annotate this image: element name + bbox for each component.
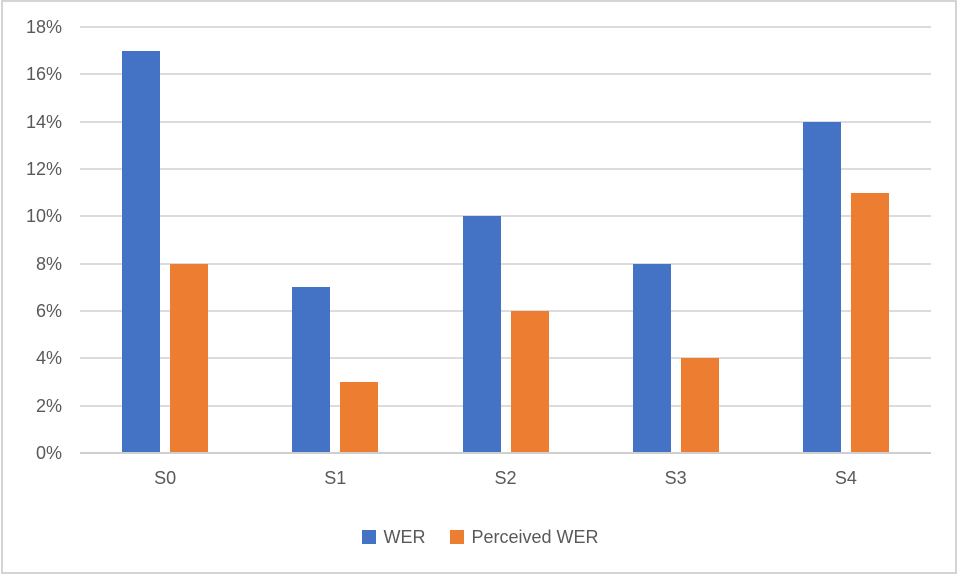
gridline [80,310,931,312]
bar-wer-s2 [462,216,501,453]
y-tick-label: 8% [35,253,62,274]
legend-swatch-icon [450,530,465,544]
y-tick-label: 2% [35,395,62,416]
gridline [80,120,931,123]
bar-perceived-wer-s0 [170,263,209,453]
gridline [80,168,931,170]
legend: WER Perceived WER [0,528,961,546]
x-tick-label-s4: S4 [834,468,857,488]
x-tick-label-s0: S0 [154,468,177,488]
x-tick-label-s3: S3 [664,468,687,488]
bar-perceived-wer-s2 [510,311,549,453]
gridline [80,262,931,265]
legend-label: WER [383,527,426,547]
bar-wer-s1 [292,287,331,453]
x-tick-label-s2: S2 [494,468,517,488]
y-tick-label: 12% [25,159,62,179]
y-tick-label: 0% [35,443,62,463]
x-tick-label-s1: S1 [324,468,347,488]
bar-wer-s4 [802,121,841,453]
gridline [80,215,931,218]
y-tick-label: 6% [35,301,62,321]
bar-perceived-wer-s4 [850,192,889,453]
x-axis-line [80,452,931,454]
legend-item-wer: WER [362,528,425,546]
y-tick-label: 16% [25,64,62,85]
bar-wer-s0 [122,50,161,453]
y-tick-label: 18% [25,17,62,37]
bar-wer-s3 [632,263,671,453]
legend-swatch-icon [362,530,377,544]
gridline [80,73,931,76]
y-tick-label: 10% [25,206,62,227]
y-tick-label: 4% [35,348,62,369]
bar-perceived-wer-s3 [680,358,719,453]
y-tick-label: 14% [25,111,62,132]
gridline [80,26,931,28]
legend-label: Perceived WER [471,527,599,547]
bar-perceived-wer-s1 [340,382,379,453]
gridline [80,404,931,407]
legend-item-perceived-wer: Perceived WER [450,527,599,547]
gridline [80,357,931,360]
